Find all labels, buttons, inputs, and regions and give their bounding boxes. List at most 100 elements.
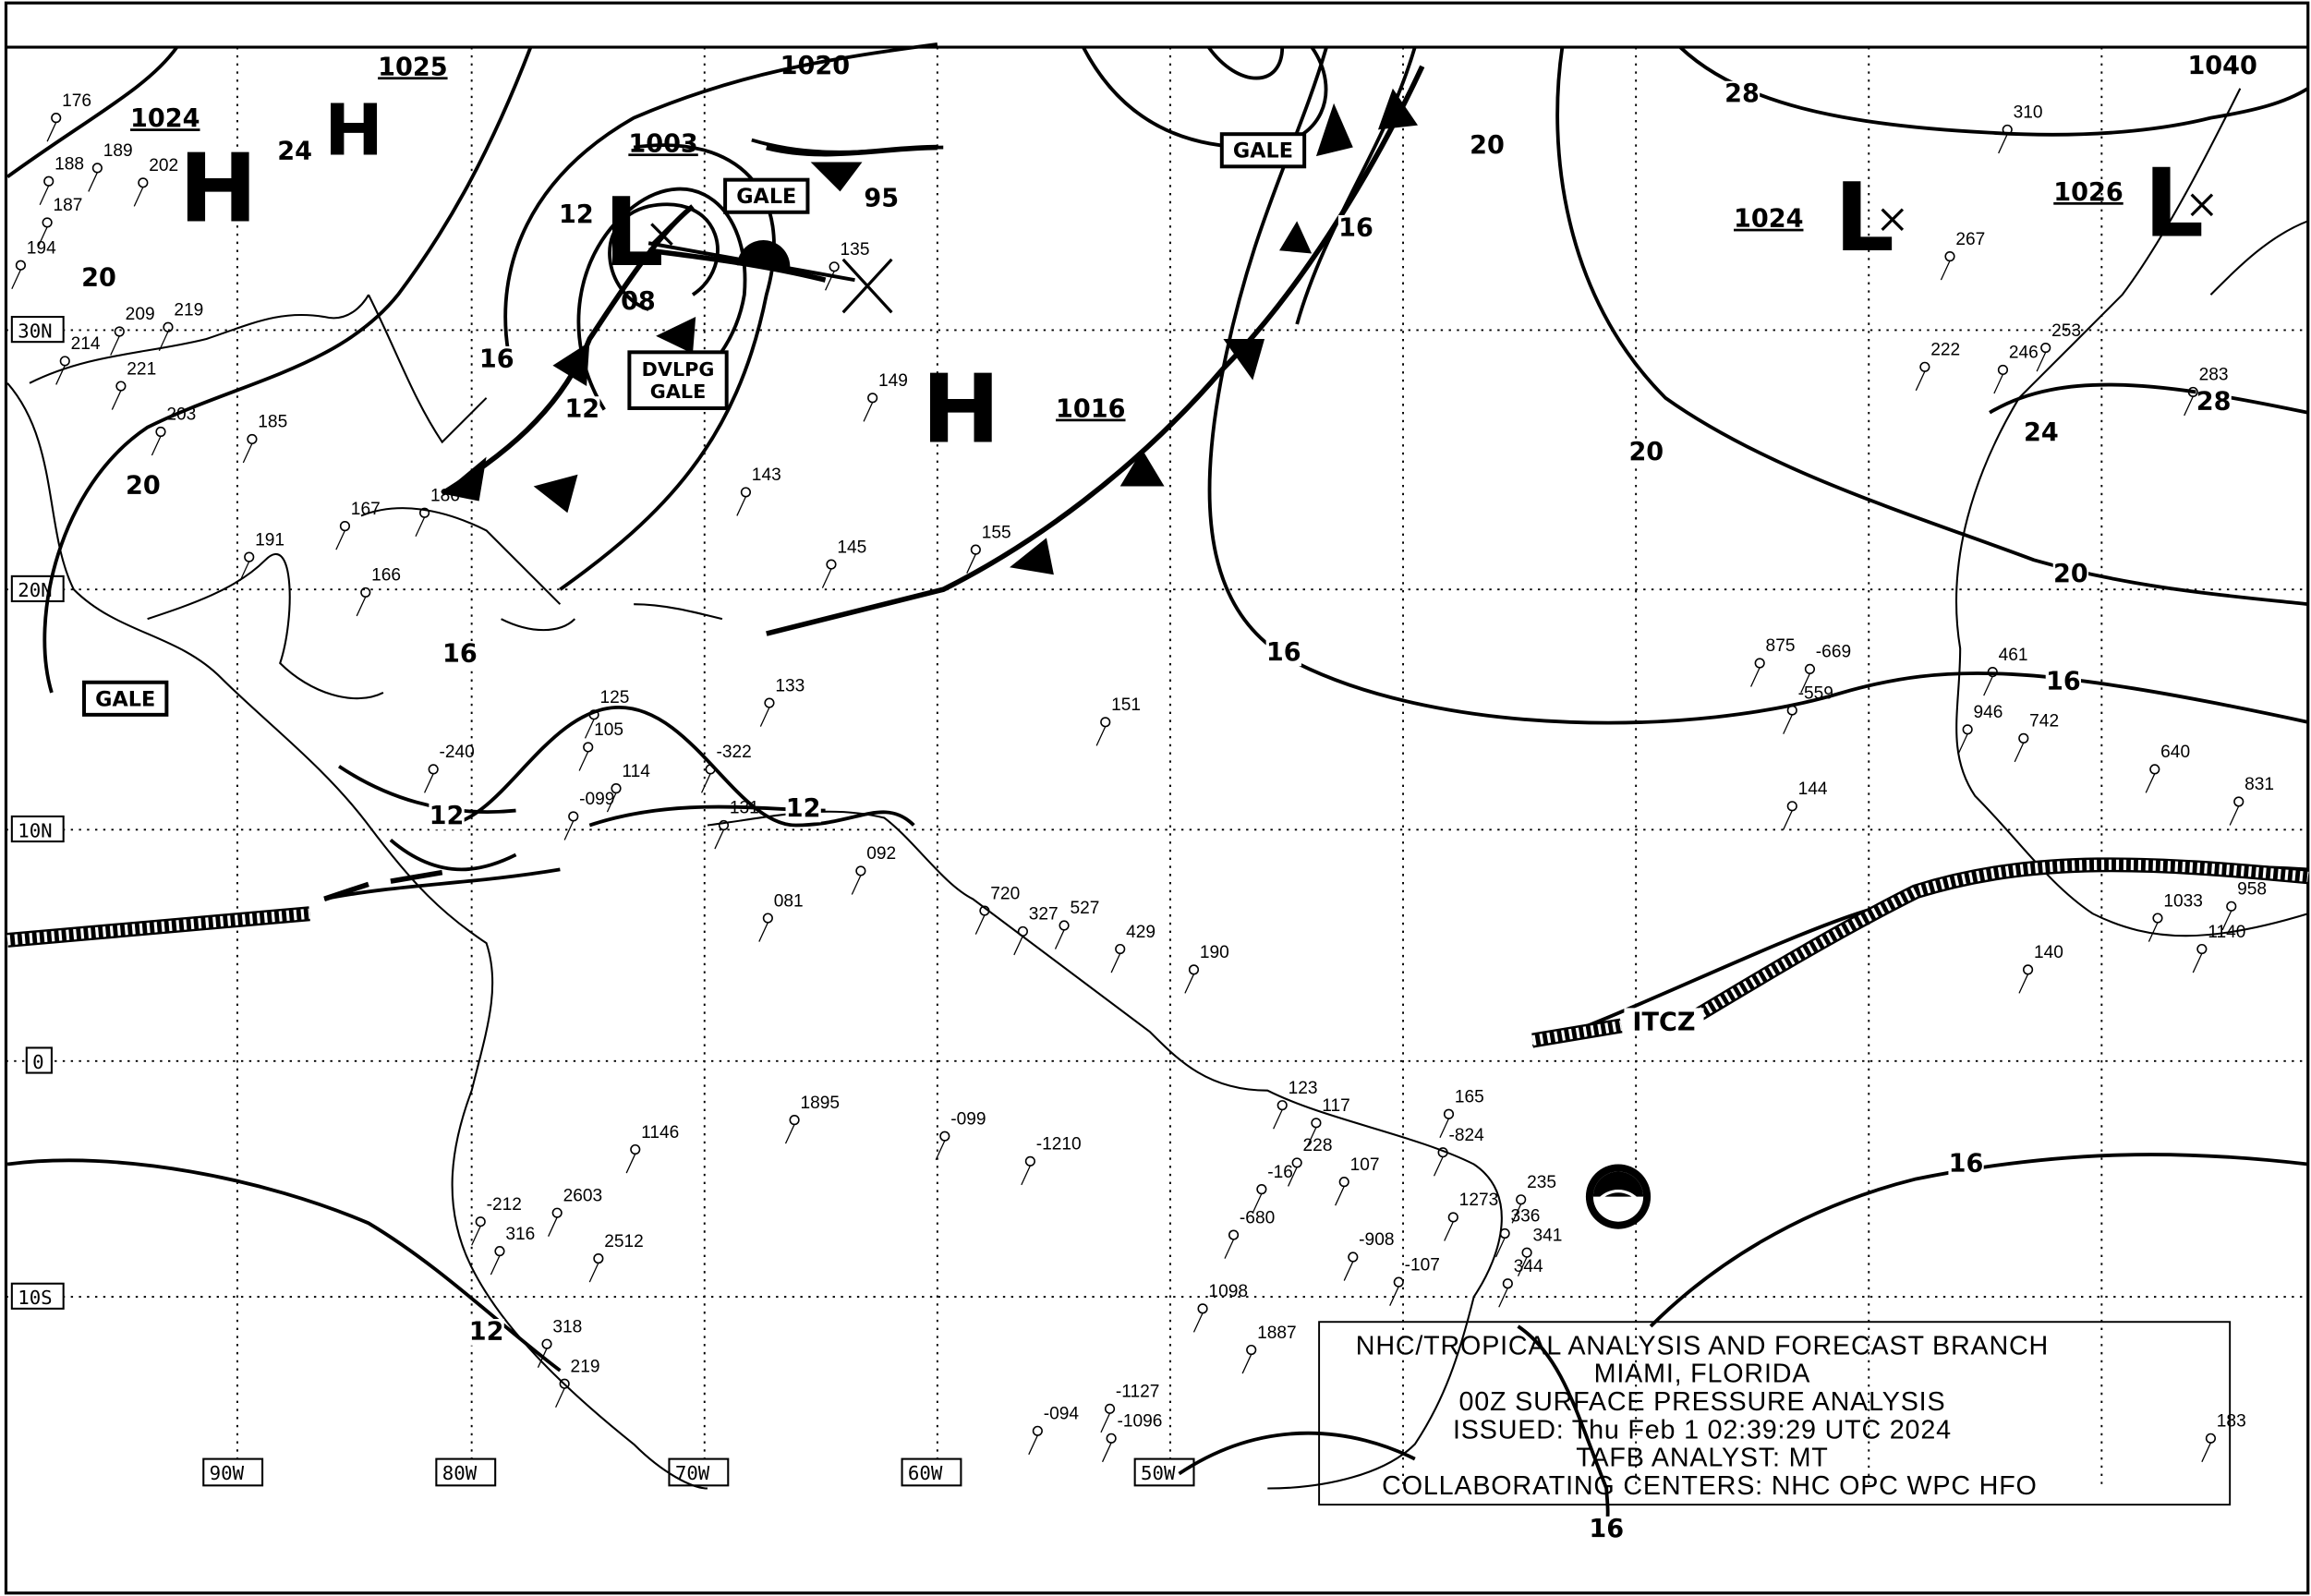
gale-warning-label: GALE bbox=[1233, 139, 1293, 163]
wind-barb-icon bbox=[548, 1216, 558, 1237]
station-plot: 283 bbox=[2184, 366, 2229, 417]
station-plot: 140 bbox=[2018, 943, 2063, 994]
station-plot: 327 bbox=[1013, 905, 1059, 956]
station-pressure-value: -669 bbox=[1816, 643, 1851, 662]
noaa-logo-icon bbox=[1585, 1164, 1652, 1229]
title-line-agency: NHC/TROPICAL ANALYSIS AND FORECAST BRANC… bbox=[1356, 1331, 2049, 1360]
station-plot: 185 bbox=[242, 413, 287, 464]
station-pressure-value: -1210 bbox=[1036, 1135, 1082, 1155]
station-pressure-value: 742 bbox=[2029, 712, 2059, 732]
station-pressure-value: -680 bbox=[1240, 1208, 1275, 1227]
longitude-label: 80W bbox=[442, 1462, 478, 1484]
wind-barb-icon bbox=[471, 1226, 481, 1246]
longitude-label: 50W bbox=[1141, 1462, 1176, 1484]
station-pressure-value: 145 bbox=[837, 538, 866, 557]
station-plot: 318 bbox=[537, 1317, 582, 1368]
station-plot: 191 bbox=[239, 530, 284, 581]
station-pressure-value: -212 bbox=[487, 1195, 522, 1215]
isobar-label: 24 bbox=[2024, 418, 2059, 447]
wind-barb-icon bbox=[1511, 1203, 1522, 1224]
station-plot: -1096 bbox=[1101, 1412, 1162, 1463]
station-plot: 336 bbox=[1494, 1207, 1540, 1258]
wind-barb-icon bbox=[1110, 953, 1121, 973]
isobar-label-bg bbox=[1724, 80, 1760, 108]
cold-front-triangle bbox=[442, 456, 487, 502]
station-plot: 144 bbox=[1783, 780, 1828, 830]
gale-warning-box bbox=[627, 350, 729, 410]
wind-barb-icon bbox=[1095, 726, 1107, 746]
station-plot: 105 bbox=[578, 720, 623, 771]
station-pressure-value: 183 bbox=[2217, 1412, 2246, 1432]
station-plot: 187 bbox=[37, 196, 82, 247]
isobar-label-bg bbox=[478, 345, 514, 373]
wind-barb-icon bbox=[46, 122, 57, 142]
isobar-label: 20 bbox=[81, 264, 116, 293]
station-plot: 166 bbox=[356, 566, 401, 617]
cold-front-triangle bbox=[1119, 449, 1165, 487]
itcz-label: ITCZ bbox=[1632, 1008, 1695, 1036]
pressure-center-high: H bbox=[178, 134, 257, 244]
station-plot: 310 bbox=[1998, 103, 2043, 154]
wind-barb-icon bbox=[1983, 676, 1993, 696]
station-pressure-value: 203 bbox=[166, 405, 196, 425]
station-plot: 188 bbox=[39, 154, 84, 206]
station-pressure-value: 219 bbox=[174, 300, 203, 320]
station-plot: 1273 bbox=[1444, 1191, 1498, 1241]
wind-barb-icon bbox=[935, 1140, 946, 1160]
station-plot: 946 bbox=[1958, 703, 2002, 754]
station-pressure-value: 185 bbox=[258, 413, 287, 432]
latitude-label: 10S bbox=[18, 1287, 52, 1309]
isobar-label: 12 bbox=[786, 794, 821, 823]
wind-barb-icon bbox=[1940, 260, 1951, 281]
wind-barb-icon bbox=[1444, 1221, 1454, 1241]
isobar-label: 16 bbox=[1589, 1515, 1624, 1543]
latitude-label: 10N bbox=[18, 819, 52, 841]
wind-barb-icon bbox=[1517, 1256, 1528, 1277]
station-plot: 341 bbox=[1517, 1226, 1562, 1277]
isobar-label: 20 bbox=[1470, 131, 1505, 160]
isobar-label-bg bbox=[2196, 389, 2232, 416]
station-pressure-value: 958 bbox=[2237, 880, 2267, 900]
station-plot: -559 bbox=[1783, 683, 1833, 734]
isobar-label: 12 bbox=[559, 200, 594, 229]
station-plot: 831 bbox=[2229, 775, 2274, 826]
station-plot: 143 bbox=[736, 466, 781, 516]
isobar-label-bg bbox=[2045, 669, 2082, 696]
isobar-label-bg bbox=[429, 803, 465, 830]
title-line-location: MIAMI, FLORIDA bbox=[1594, 1360, 1811, 1389]
station-plot: 246 bbox=[1993, 344, 2039, 394]
latitude-label-box bbox=[10, 815, 65, 843]
isobar-label: 16 bbox=[1266, 638, 1301, 667]
station-plot: -824 bbox=[1433, 1126, 1484, 1177]
wind-barb-icon bbox=[606, 792, 617, 813]
lat-lon-grid: 30N 20N 10N 0 10S 90W 80W 70W 60W 50W bbox=[6, 47, 2308, 1489]
station-plot: 1895 bbox=[784, 1094, 840, 1144]
wind-barb-icon bbox=[110, 335, 120, 356]
isobar-label-bg bbox=[2052, 561, 2088, 588]
latitude-label-box bbox=[10, 1282, 65, 1310]
station-plot: -322 bbox=[700, 743, 752, 793]
wind-barb-icon bbox=[1101, 1442, 1112, 1463]
station-pressure-value: 429 bbox=[1126, 923, 1156, 942]
isobar-label: 16 bbox=[442, 639, 478, 668]
cold-front-triangle bbox=[1279, 221, 1313, 254]
isobar-label: 20 bbox=[1628, 438, 1664, 466]
station-pressure-value: -322 bbox=[717, 743, 752, 762]
wind-barb-icon bbox=[424, 773, 434, 793]
pressure-center-value: 1024 bbox=[1734, 205, 1803, 234]
station-pressure-value: 114 bbox=[622, 762, 650, 781]
gale-warning-label: GALE bbox=[95, 687, 155, 711]
station-circle-icon bbox=[1443, 1108, 1455, 1119]
wind-barb-icon bbox=[758, 922, 768, 942]
station-pressure-value: 131 bbox=[730, 799, 759, 818]
latitude-label: 0 bbox=[32, 1051, 43, 1073]
title-line-centers: COLLABORATING CENTERS: NHC OPC WPC HFO bbox=[1382, 1471, 2038, 1501]
pressure-center-low: L bbox=[2144, 149, 2204, 259]
station-plot: 133 bbox=[759, 676, 805, 727]
front-triangle bbox=[810, 162, 863, 192]
low-center-x-icon bbox=[1881, 208, 1905, 232]
wind-barb-icon bbox=[1958, 733, 1968, 754]
station-pressure-value: 188 bbox=[54, 154, 84, 174]
